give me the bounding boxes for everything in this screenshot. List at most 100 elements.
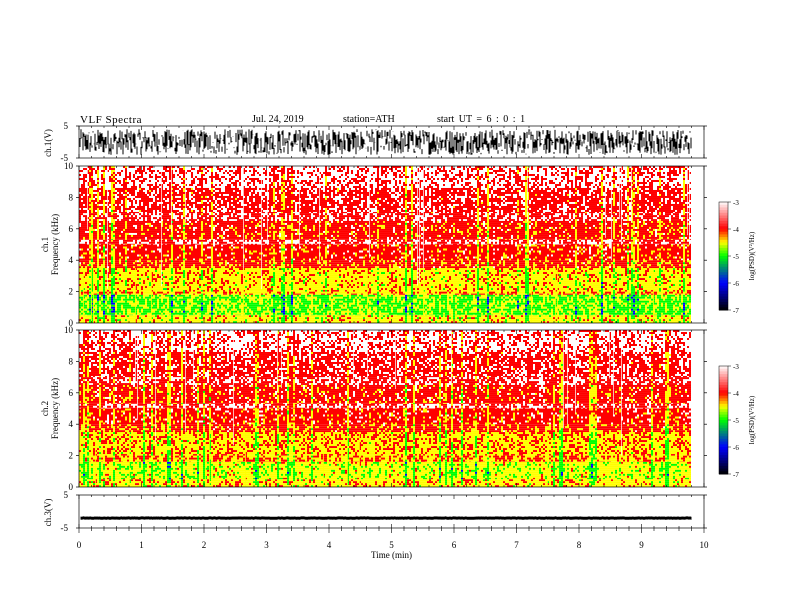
psd-cell <box>493 300 495 303</box>
psd-cell <box>561 278 563 281</box>
psd-cell <box>647 293 649 295</box>
psd-cell <box>429 290 431 292</box>
psd-cell <box>601 312 603 315</box>
psd-cell <box>505 260 517 263</box>
psd-cell <box>439 293 441 295</box>
psd-cell <box>173 300 175 303</box>
psd-cell <box>629 280 631 283</box>
psd-cell <box>531 270 537 273</box>
psd-cell <box>159 302 165 305</box>
psd-cell <box>301 302 303 305</box>
psd-cell <box>567 300 573 303</box>
psd-cell <box>349 312 351 315</box>
psd-cell <box>217 282 221 285</box>
psd-cell <box>661 321 663 323</box>
psd-cell <box>229 293 231 295</box>
psd-cell <box>583 300 585 303</box>
psd-cell <box>271 302 273 305</box>
psd-cell <box>517 302 527 305</box>
psd-cell <box>149 278 151 281</box>
psd-cell <box>245 321 247 323</box>
psd-cell <box>577 296 579 299</box>
psd-cell <box>111 274 113 277</box>
psd-cell <box>273 272 275 275</box>
psd-cell <box>681 276 683 279</box>
psd-cell <box>127 260 135 263</box>
psd-cell <box>597 308 601 311</box>
psd-cell <box>423 302 427 305</box>
psd-cell <box>307 276 309 279</box>
psd-cell <box>159 304 163 307</box>
psd-cell <box>459 298 473 301</box>
psd-cell <box>459 268 477 271</box>
psd-cell <box>375 266 379 269</box>
psd-cell <box>591 266 599 269</box>
psd-cell <box>81 312 83 315</box>
spectrogram-1 <box>76 165 707 324</box>
psd-cell <box>587 290 589 292</box>
psd-cell <box>141 317 151 320</box>
psd-cell <box>281 268 285 271</box>
psd-cell <box>655 284 657 287</box>
psd-cell <box>503 270 513 273</box>
psd-cell <box>413 321 421 323</box>
psd-cell <box>233 282 235 285</box>
psd-cell <box>663 293 667 295</box>
psd-cell <box>685 260 687 263</box>
psd-cell <box>617 280 627 283</box>
psd-cell <box>655 300 659 303</box>
psd-cell <box>315 282 317 285</box>
psd-cell <box>215 298 219 301</box>
psd-cell <box>165 308 167 311</box>
psd-cell <box>579 308 585 311</box>
psd-cell <box>397 262 399 265</box>
psd-cell <box>341 308 347 311</box>
psd-cell <box>627 264 629 267</box>
psd-cell <box>427 278 431 281</box>
psd-cell <box>337 270 339 273</box>
psd-cell <box>273 310 275 313</box>
psd-cell <box>149 264 155 267</box>
psd-cell <box>629 278 631 281</box>
psd-cell <box>213 260 217 263</box>
psd-cell <box>187 319 189 322</box>
psd-cell <box>639 282 653 285</box>
psd-cell <box>273 321 275 323</box>
psd-cell <box>383 282 389 285</box>
psd-cell <box>531 278 543 281</box>
psd-cell <box>119 262 121 265</box>
psd-cell <box>505 296 509 299</box>
psd-cell <box>155 296 159 299</box>
psd-cell <box>281 294 283 297</box>
psd-cell <box>199 308 201 311</box>
psd-cell <box>689 304 691 307</box>
psd-cell <box>301 298 307 301</box>
psd-cell <box>417 308 419 311</box>
psd-cell <box>345 319 363 322</box>
psd-cell <box>459 272 461 275</box>
psd-cell <box>339 264 341 267</box>
psd-cell <box>257 321 259 323</box>
psd-cell <box>373 260 375 263</box>
psd-cell <box>155 302 157 305</box>
psd-cell <box>683 264 687 267</box>
psd-cell <box>225 262 227 265</box>
psd-cell <box>549 293 551 295</box>
psd-cell <box>211 306 213 309</box>
psd-cell <box>455 317 457 320</box>
psd-cell <box>117 293 129 295</box>
psd-cell <box>109 260 111 263</box>
psd-cell <box>415 264 417 267</box>
psd-cell <box>235 288 237 291</box>
psd-cell <box>393 293 395 295</box>
psd-cell <box>429 293 431 295</box>
psd-cell <box>561 310 563 313</box>
psd-cell <box>185 272 187 275</box>
psd-cell <box>205 262 211 265</box>
psd-cell <box>307 278 309 281</box>
psd-cell <box>203 290 205 292</box>
psd-cell <box>521 270 523 273</box>
psd-cell <box>683 290 685 292</box>
psd-cell <box>189 286 191 289</box>
psd-cell <box>439 310 441 313</box>
